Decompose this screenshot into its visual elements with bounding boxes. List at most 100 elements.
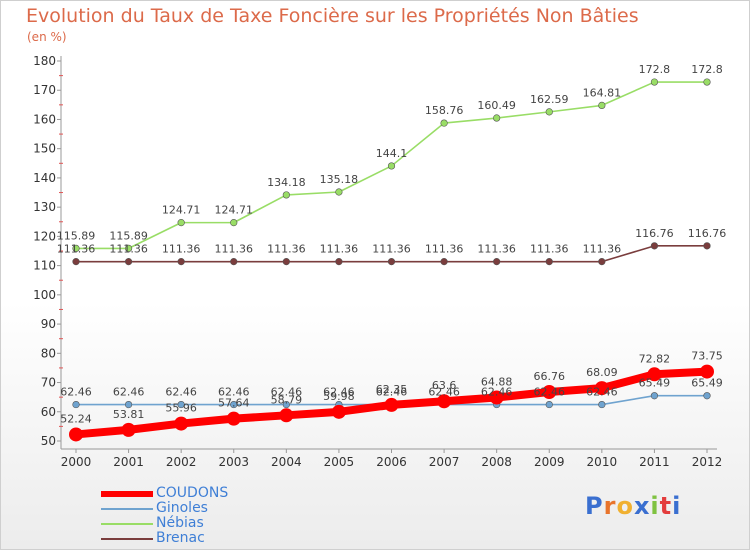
data-point	[545, 108, 553, 116]
data-label: 68.09	[586, 366, 618, 379]
data-point	[177, 400, 185, 409]
data-point	[440, 258, 448, 266]
data-label: 135.18	[320, 173, 359, 186]
data-label: 160.49	[477, 99, 516, 112]
data-point	[387, 258, 396, 266]
proxiti-logo: Proxiti	[585, 492, 681, 520]
legend-label: Brenac	[156, 530, 205, 546]
data-point	[700, 364, 714, 379]
data-point	[703, 242, 711, 250]
data-label: 62.35	[376, 383, 408, 396]
data-label: 53.81	[113, 408, 145, 421]
data-point	[230, 219, 238, 227]
data-label: 111.36	[425, 243, 464, 256]
data-point	[493, 114, 501, 122]
data-point	[124, 244, 133, 252]
y-tick-label: 60	[41, 405, 56, 419]
data-point	[226, 411, 241, 426]
data-point	[493, 258, 501, 266]
data-label: 111.36	[583, 243, 622, 256]
data-label: 111.36	[57, 243, 96, 256]
y-tick-label: 170	[33, 83, 56, 97]
chart-title: Evolution du Taux de Taxe Foncière sur l…	[26, 5, 639, 27]
data-point	[230, 258, 238, 266]
data-label: 111.36	[372, 243, 411, 256]
unit-label: (en %)	[27, 30, 67, 44]
legend-swatch	[101, 538, 153, 540]
x-tick-label: 2008	[481, 455, 512, 469]
data-label: 58.79	[271, 393, 303, 406]
data-label: 72.82	[639, 352, 671, 365]
data-label: 158.76	[425, 104, 464, 117]
y-tick-label: 150	[33, 142, 56, 156]
logo-letter: i	[650, 492, 660, 520]
data-point	[124, 258, 133, 266]
series-layer	[69, 78, 714, 442]
data-label: 57.64	[218, 397, 250, 410]
x-tick-label: 2011	[639, 455, 670, 469]
data-label: 62.46	[60, 386, 92, 399]
data-label: 62.46	[534, 386, 566, 399]
logo-letter: o	[616, 492, 634, 520]
data-label: 62.46	[271, 386, 303, 399]
y-tick-label: 160	[33, 112, 56, 126]
data-point	[703, 78, 711, 86]
data-point	[282, 400, 290, 409]
data-label: 52.24	[60, 412, 92, 425]
data-label: 55.96	[165, 402, 197, 415]
y-tick-label: 110	[33, 259, 56, 273]
x-tick-label: 2004	[271, 455, 302, 469]
legend-swatch	[101, 508, 153, 510]
data-label: 111.36	[109, 243, 148, 256]
data-label: 62.46	[376, 386, 408, 399]
legend-label: COUDONS	[156, 485, 229, 501]
x-tick-label: 2012	[692, 455, 723, 469]
data-label: 164.81	[583, 86, 622, 99]
data-label: 111.36	[267, 243, 306, 256]
data-point	[72, 244, 80, 252]
data-point	[174, 416, 189, 431]
data-point	[279, 408, 294, 423]
data-label: 115.89	[57, 229, 96, 242]
data-point	[282, 191, 290, 199]
logo-letter: i	[672, 492, 682, 520]
y-tick-label: 50	[41, 434, 56, 448]
data-point	[124, 400, 133, 409]
data-label: 65.49	[691, 377, 723, 390]
data-label: 116.76	[635, 227, 674, 240]
y-tick-label: 80	[41, 346, 56, 360]
data-point	[650, 242, 659, 250]
data-label: 111.36	[530, 243, 569, 256]
x-tick-label: 2009	[534, 455, 565, 469]
data-point	[121, 422, 136, 437]
data-label: 62.46	[481, 386, 513, 399]
data-label: 65.49	[639, 377, 671, 390]
data-label: 63.6	[432, 379, 457, 392]
legend-label: Nébias	[156, 515, 204, 531]
data-label: 111.36	[320, 243, 359, 256]
logo-letter: P	[585, 492, 604, 520]
data-label: 66.76	[534, 370, 566, 383]
data-label: 59.98	[323, 390, 355, 403]
y-tick-label: 100	[33, 288, 56, 302]
x-tick-label: 2007	[429, 455, 460, 469]
data-point	[437, 394, 452, 409]
data-point	[489, 390, 504, 405]
data-point	[335, 258, 343, 266]
data-point	[177, 219, 185, 227]
data-label: 144.1	[376, 147, 408, 160]
data-label: 111.36	[162, 243, 201, 256]
data-label: 115.89	[109, 229, 148, 242]
data-label: 134.18	[267, 176, 306, 189]
logo-letter: t	[659, 492, 673, 520]
data-label: 73.75	[691, 350, 723, 363]
data-point	[594, 381, 609, 396]
y-tick-label: 130	[33, 200, 56, 214]
x-tick-label: 2000	[61, 455, 92, 469]
data-point	[650, 392, 659, 400]
data-label: 62.46	[165, 386, 197, 399]
x-tick-label: 2001	[113, 455, 144, 469]
data-label: 172.8	[691, 63, 723, 76]
data-point	[335, 188, 343, 196]
